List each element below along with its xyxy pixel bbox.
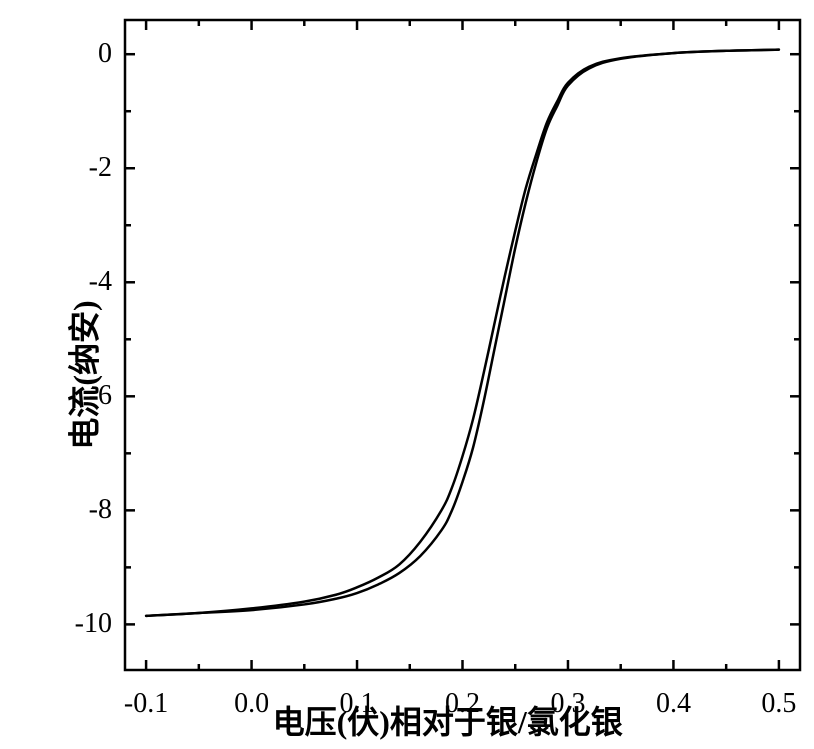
x-tick-label: -0.1 — [124, 688, 168, 720]
y-tick-label: 0 — [98, 38, 112, 70]
series-forward-scan — [146, 50, 779, 616]
y-tick-label: -4 — [89, 266, 112, 298]
y-axis-label: 电流(纳安) — [60, 300, 106, 449]
x-tick-label: 0.0 — [234, 688, 269, 720]
y-tick-label: -10 — [75, 608, 112, 640]
x-tick-label: 0.1 — [340, 688, 375, 720]
y-tick-label: -2 — [89, 152, 112, 184]
x-tick-label: 0.4 — [656, 688, 691, 720]
y-tick-label: -8 — [89, 494, 112, 526]
x-tick-label: 0.5 — [761, 688, 796, 720]
y-tick-label: -6 — [89, 380, 112, 412]
series-reverse-scan — [146, 50, 779, 616]
chart-svg — [0, 0, 814, 749]
x-tick-label: 0.3 — [550, 688, 585, 720]
x-tick-label: 0.2 — [445, 688, 480, 720]
chart-container: 电流(纳安) 电压(伏)相对于银/氯化银 -0.10.00.10.20.30.4… — [0, 0, 814, 749]
